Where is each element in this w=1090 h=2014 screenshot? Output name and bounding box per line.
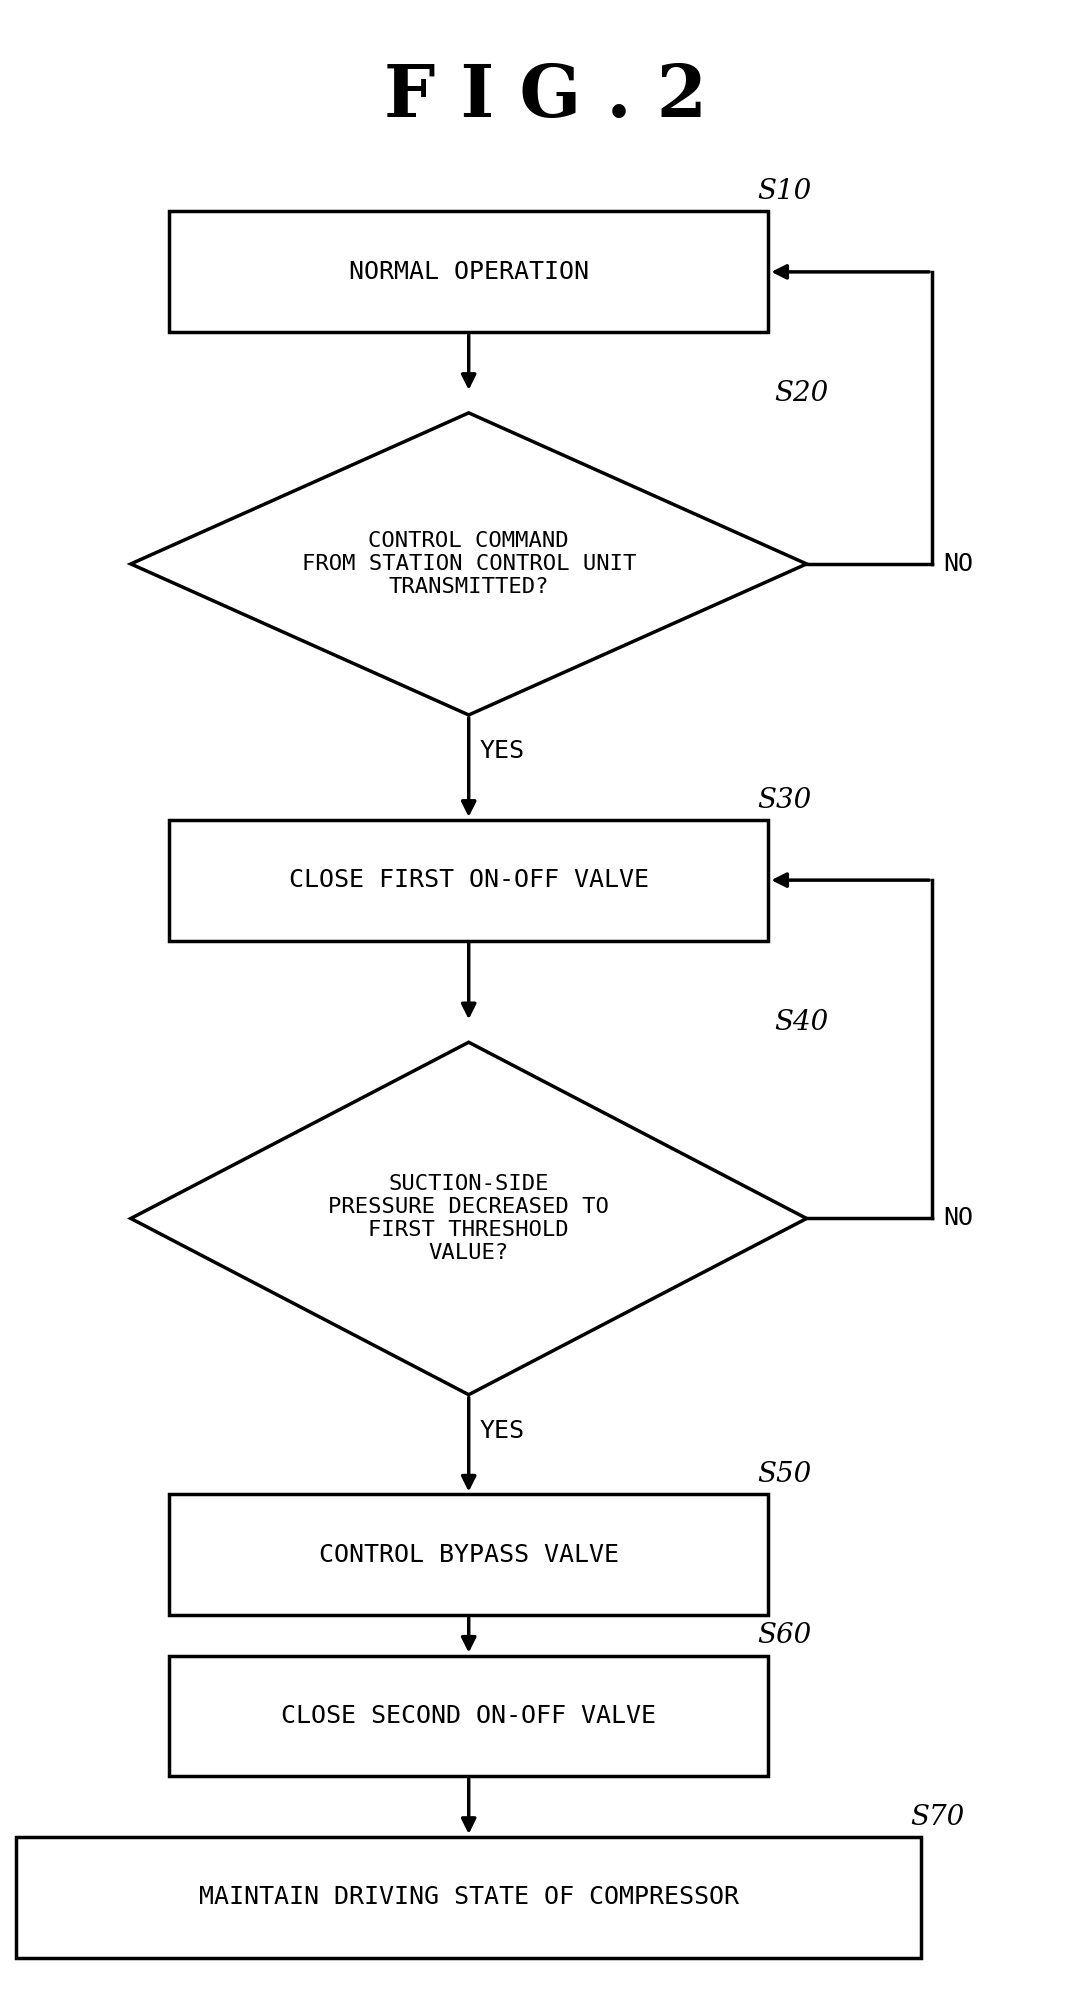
Text: S10: S10 bbox=[758, 179, 812, 205]
Text: SUCTION-SIDE
PRESSURE DECREASED TO
FIRST THRESHOLD
VALUE?: SUCTION-SIDE PRESSURE DECREASED TO FIRST… bbox=[328, 1174, 609, 1263]
Text: F I G . 2: F I G . 2 bbox=[384, 60, 706, 133]
Text: CONTROL BYPASS VALVE: CONTROL BYPASS VALVE bbox=[318, 1543, 619, 1567]
Text: CONTROL COMMAND
FROM STATION CONTROL UNIT
TRANSMITTED?: CONTROL COMMAND FROM STATION CONTROL UNI… bbox=[302, 532, 635, 596]
Text: CLOSE SECOND ON-OFF VALVE: CLOSE SECOND ON-OFF VALVE bbox=[281, 1704, 656, 1728]
Bar bbox=[169, 820, 768, 941]
Text: S30: S30 bbox=[758, 787, 812, 814]
Text: S70: S70 bbox=[910, 1805, 965, 1831]
Polygon shape bbox=[131, 1043, 807, 1396]
Bar bbox=[16, 1837, 921, 1958]
Text: YES: YES bbox=[480, 739, 524, 763]
Text: CLOSE FIRST ON-OFF VALVE: CLOSE FIRST ON-OFF VALVE bbox=[289, 868, 649, 892]
Text: S50: S50 bbox=[758, 1462, 812, 1488]
Text: MAINTAIN DRIVING STATE OF COMPRESSOR: MAINTAIN DRIVING STATE OF COMPRESSOR bbox=[198, 1885, 739, 1909]
Bar bbox=[169, 1494, 768, 1615]
Polygon shape bbox=[131, 413, 807, 715]
Text: S20: S20 bbox=[774, 381, 828, 407]
Text: NORMAL OPERATION: NORMAL OPERATION bbox=[349, 260, 589, 284]
Bar bbox=[169, 1656, 768, 1776]
Text: NO: NO bbox=[943, 552, 973, 576]
Text: S40: S40 bbox=[774, 1009, 828, 1035]
Text: YES: YES bbox=[480, 1420, 524, 1442]
Text: S60: S60 bbox=[758, 1623, 812, 1649]
Text: NO: NO bbox=[943, 1206, 973, 1231]
Bar bbox=[169, 211, 768, 332]
